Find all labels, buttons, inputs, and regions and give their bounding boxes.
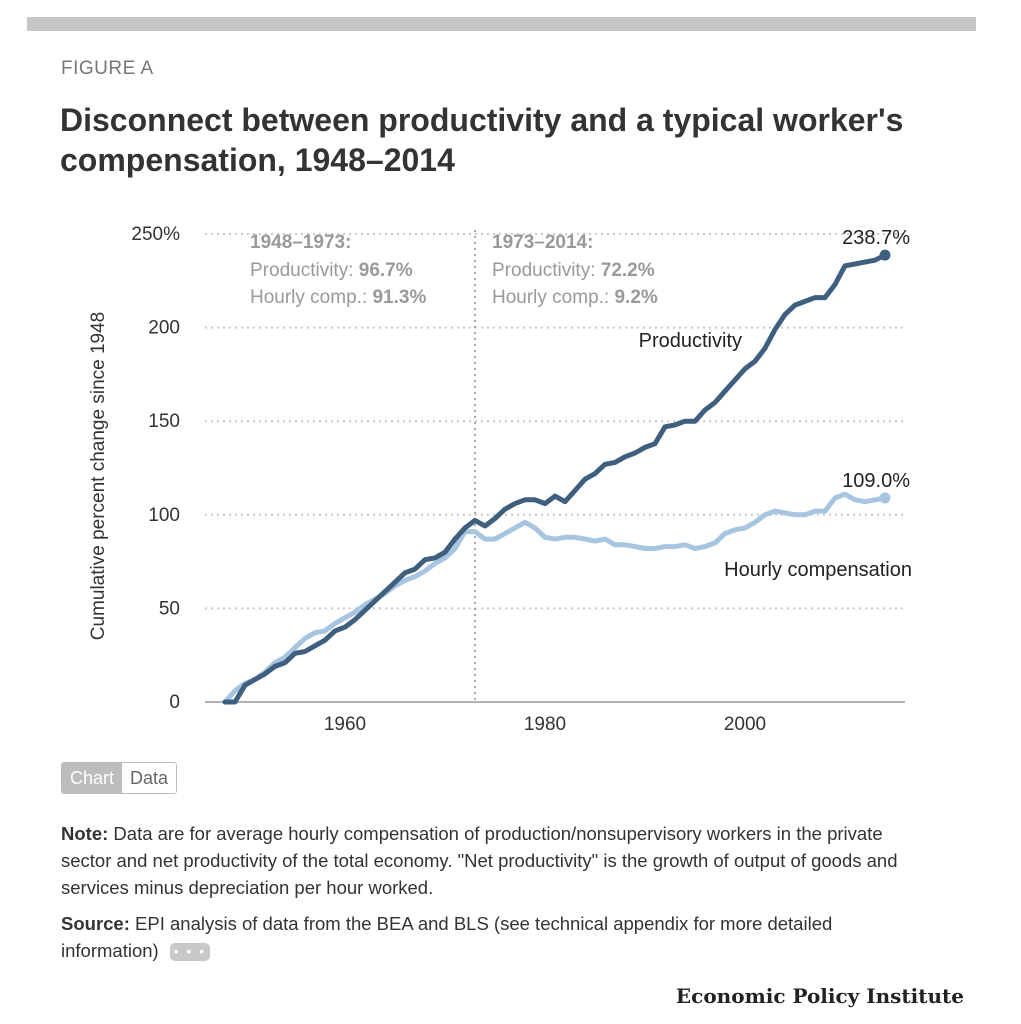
x-tick-labels: 1960 1980 2000 [324, 714, 766, 735]
y-tick-label: 150 [148, 411, 180, 432]
x-tick-label: 2000 [724, 714, 766, 735]
period-productivity: Productivity: 96.7% [250, 260, 413, 281]
period-annotations: 1948–1973: Productivity: 96.7% Hourly comp… [250, 232, 658, 308]
end-label-compensation: 109.0% [842, 470, 910, 492]
note-text: Data are for average hourly compensation… [61, 823, 898, 898]
period-compensation: Hourly comp.: 9.2% [492, 287, 658, 308]
series-end-point [879, 492, 891, 504]
figure-label: FIGURE A [61, 58, 154, 79]
brand-logo: Economic Policy Institute [675, 984, 964, 1008]
source: Source: EPI analysis of data from the BE… [61, 910, 931, 964]
more-button[interactable]: • • • [169, 943, 210, 962]
end-label-productivity: 238.7% [842, 227, 910, 249]
tab-data[interactable]: Data [122, 763, 177, 793]
y-axis-label: Cumulative percent change since 1948 [88, 312, 109, 640]
x-tick-label: 1960 [324, 714, 366, 735]
period-title: 1973–2014: [492, 232, 593, 253]
y-tick-label: 200 [148, 318, 180, 339]
series-labels: Productivity Hourly compensation 238.7% 109… [639, 227, 912, 581]
source-text: EPI analysis of data from the BEA and BL… [61, 913, 833, 961]
series-line-productivity [222, 252, 888, 705]
y-tick-label: 250% [131, 224, 180, 245]
y-tick-label: 50 [159, 598, 180, 619]
chart: 250% 200 150 100 50 0 1960 1980 2000 Cumulative… [88, 224, 912, 735]
period-annotation: 1948–1973: Productivity: 96.7% Hourly comp… [250, 232, 426, 308]
series-end-point [879, 249, 891, 261]
period-compensation: Hourly comp.: 91.3% [250, 287, 426, 308]
period-annotation: 1973–2014: Productivity: 72.2% Hourly comp… [492, 232, 658, 308]
y-tick-label: 0 [169, 692, 180, 713]
source-label: Source: [61, 913, 130, 934]
series-line-compensation [222, 491, 888, 705]
tab-chart[interactable]: Chart [62, 763, 123, 793]
series-lines [222, 249, 891, 705]
series-name-compensation: Hourly compensation [724, 559, 912, 581]
y-tick-label: 100 [148, 505, 180, 526]
note: Note: Data are for average hourly compen… [61, 820, 931, 901]
chart-title: Disconnect between productivity and a ty… [60, 102, 904, 178]
note-label: Note: [61, 823, 109, 844]
period-title: 1948–1973: [250, 232, 351, 253]
y-tick-labels: 250% 200 150 100 50 0 [131, 224, 180, 713]
series-name-productivity: Productivity [639, 330, 742, 352]
x-tick-label: 1980 [524, 714, 566, 735]
view-toggle: Chart Data [61, 762, 178, 794]
top-bar [27, 17, 976, 31]
period-productivity: Productivity: 72.2% [492, 260, 655, 281]
